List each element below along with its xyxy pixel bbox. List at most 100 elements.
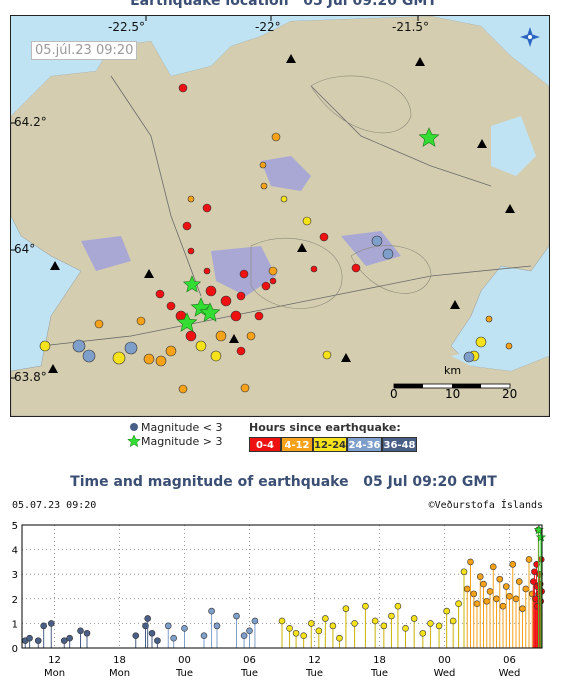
quake-point (292, 629, 300, 637)
y-tick-label: 1 (12, 619, 18, 630)
quake-star (182, 275, 202, 293)
station-triangle (450, 300, 460, 309)
quake-point (240, 632, 248, 639)
legend-hours-36-48: 36-48 (382, 437, 417, 452)
lat-tick: 64° (14, 242, 36, 256)
scale-bar (393, 383, 511, 389)
quake-dot (246, 331, 256, 341)
quake-dot (195, 340, 207, 352)
quake-dot (210, 350, 222, 362)
quake-point (371, 617, 379, 625)
quake-dot (136, 316, 146, 326)
quake-dot (236, 346, 246, 356)
station-triangle (297, 243, 307, 252)
road-line (310, 85, 492, 187)
legend-mag-big: Magnitude > 3 (141, 435, 223, 448)
quake-point (502, 583, 510, 590)
quake-point (278, 617, 286, 625)
station-triangle (341, 353, 351, 362)
quake-dot (254, 311, 264, 321)
x-tick-label: 18 (113, 655, 126, 666)
lon-tick: -21.5° (392, 20, 430, 34)
scale-tick: 0 (390, 387, 398, 401)
bay-south (451, 341, 549, 371)
x-tick-day: Mon (44, 668, 65, 679)
x-tick-day: Tue (175, 668, 193, 679)
x-tick-label: 00 (178, 655, 191, 666)
quake-point (307, 620, 315, 627)
quake-point (525, 556, 533, 563)
quake-dot (187, 195, 195, 203)
quake-point (380, 622, 388, 630)
quake-dot (185, 330, 197, 342)
quake-point (480, 580, 487, 588)
x-tick-label: 18 (373, 655, 386, 666)
quake-point (322, 615, 329, 622)
quake-dot (203, 267, 211, 275)
quake-point (47, 620, 55, 627)
quake-dot (261, 281, 271, 291)
x-tick-day: Wed (434, 668, 456, 679)
legend-hours-24-36: 24-36 (347, 437, 382, 452)
quake-dot (351, 263, 361, 273)
quake-point (473, 600, 481, 608)
quake-point (315, 627, 323, 635)
x-tick-label: 12 (308, 655, 321, 666)
quake-point (329, 622, 337, 630)
quake-point (519, 605, 526, 612)
legend-hours-4-12: 4-12 (281, 437, 313, 452)
quake-point (34, 637, 42, 644)
quake-point (164, 622, 172, 630)
quake-point (470, 590, 478, 598)
quake-dot (382, 248, 394, 260)
quake-point (443, 607, 450, 615)
lat-tick: 63.8° (14, 370, 47, 384)
quake-point (83, 629, 91, 637)
quake-point (170, 634, 177, 642)
y-tick-label: 4 (12, 546, 18, 557)
map-graphic (11, 16, 549, 416)
quake-point (467, 558, 474, 566)
quake-point (483, 597, 491, 605)
quake-point (246, 627, 253, 635)
quake-dot (215, 330, 227, 342)
quake-point (476, 573, 484, 580)
quake-dot (72, 339, 86, 353)
quake-point (181, 625, 188, 632)
quake-dot (143, 353, 155, 365)
quake-dot (220, 295, 232, 307)
station-triangle (477, 139, 487, 148)
quake-dot (94, 319, 104, 329)
scale-tick: 20 (502, 387, 518, 401)
quake-point (132, 632, 140, 639)
quake-point (77, 627, 84, 635)
quake-dot (268, 266, 278, 276)
quake-point (402, 625, 409, 632)
land-inland-lake (491, 116, 536, 176)
station-triangle (229, 334, 239, 343)
quake-point (512, 595, 520, 603)
quake-point (531, 568, 538, 576)
y-tick-label: 2 (12, 595, 18, 606)
quake-point (486, 588, 494, 595)
quake-dot (187, 247, 195, 255)
quake-point (455, 600, 462, 608)
lava-field (261, 156, 311, 191)
earthquake-map[interactable] (10, 15, 550, 417)
y-tick-label: 0 (12, 644, 18, 655)
quake-dot (505, 342, 513, 350)
station-triangle (48, 364, 58, 373)
quake-point (66, 634, 73, 642)
quake-dot (475, 336, 487, 348)
quake-star-point (535, 532, 546, 542)
compass-star-icon (520, 27, 540, 47)
quake-point (342, 605, 350, 612)
quake-point (26, 634, 33, 642)
timeseries-credit: ©Veðurstofa Íslands (428, 500, 543, 511)
quake-dot (178, 83, 188, 93)
quake-point (362, 602, 369, 610)
quake-point (233, 612, 240, 620)
quake-dot (155, 355, 167, 367)
quake-point (300, 632, 307, 639)
